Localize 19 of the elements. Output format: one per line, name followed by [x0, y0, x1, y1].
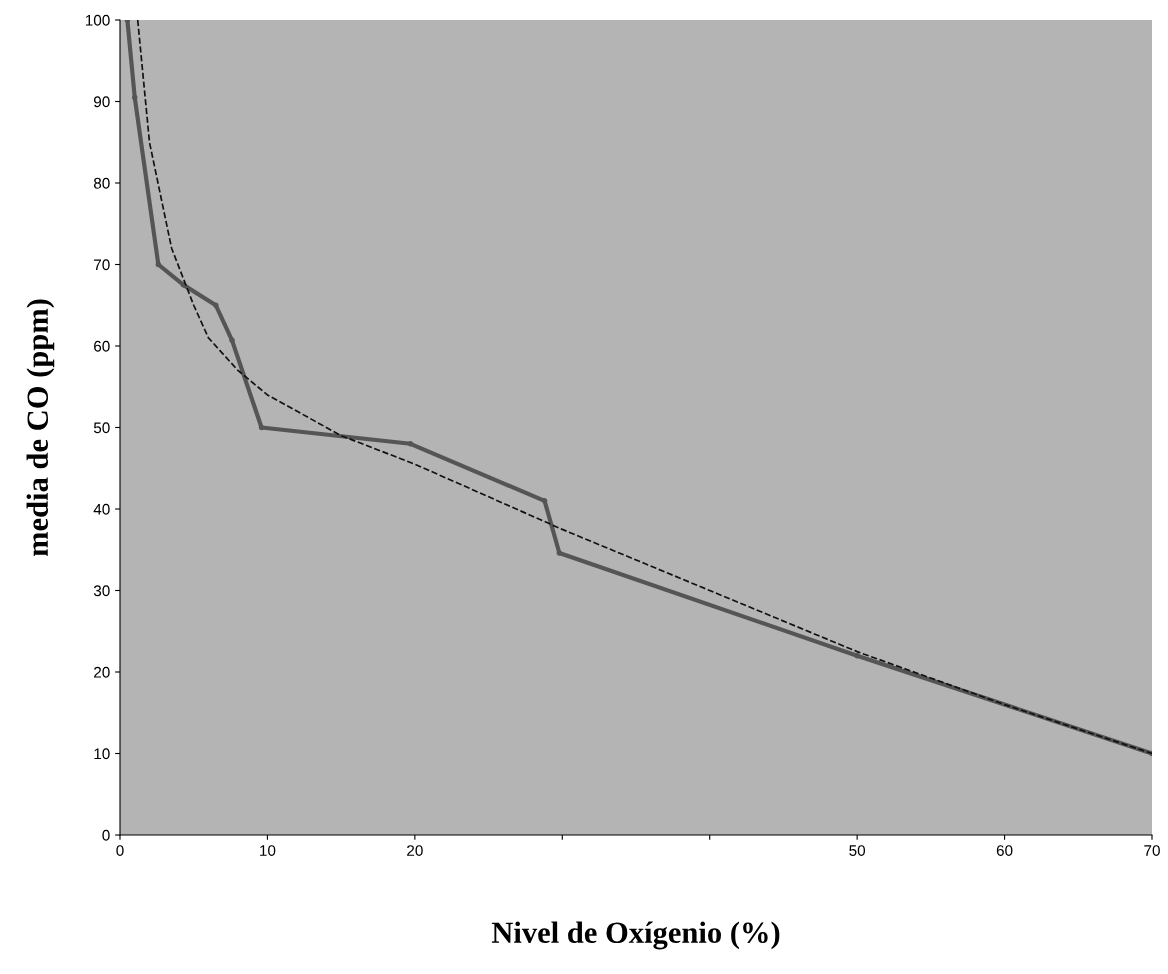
y-tick-label: 30 [93, 585, 110, 597]
x-tick-label: 20 [407, 845, 423, 856]
y-tick-label: 50 [93, 422, 110, 434]
y-tick-label: 10 [94, 748, 110, 760]
x-tick-label: 10 [260, 845, 276, 856]
y-tick-label: 100 [85, 14, 110, 26]
y-tick-label: 70 [94, 259, 110, 271]
x-tick-label: 70 [1144, 845, 1160, 856]
y-tick-label: 80 [93, 177, 110, 189]
y-tick-label: 90 [94, 96, 110, 108]
y-tick-label: 0 [102, 829, 110, 841]
y-tick-label: 60 [94, 340, 110, 352]
y-tick-label: 20 [94, 666, 110, 678]
x-tick-label: 0 [116, 845, 124, 856]
x-tick-label: 60 [996, 845, 1013, 856]
x-tick-label: 50 [849, 845, 866, 856]
y-axis-title: media de CO (ppm) [26, 299, 55, 557]
x-axis-title: Nivel de Oxígenio (%) [491, 921, 780, 950]
y-tick-label: 40 [93, 503, 110, 515]
